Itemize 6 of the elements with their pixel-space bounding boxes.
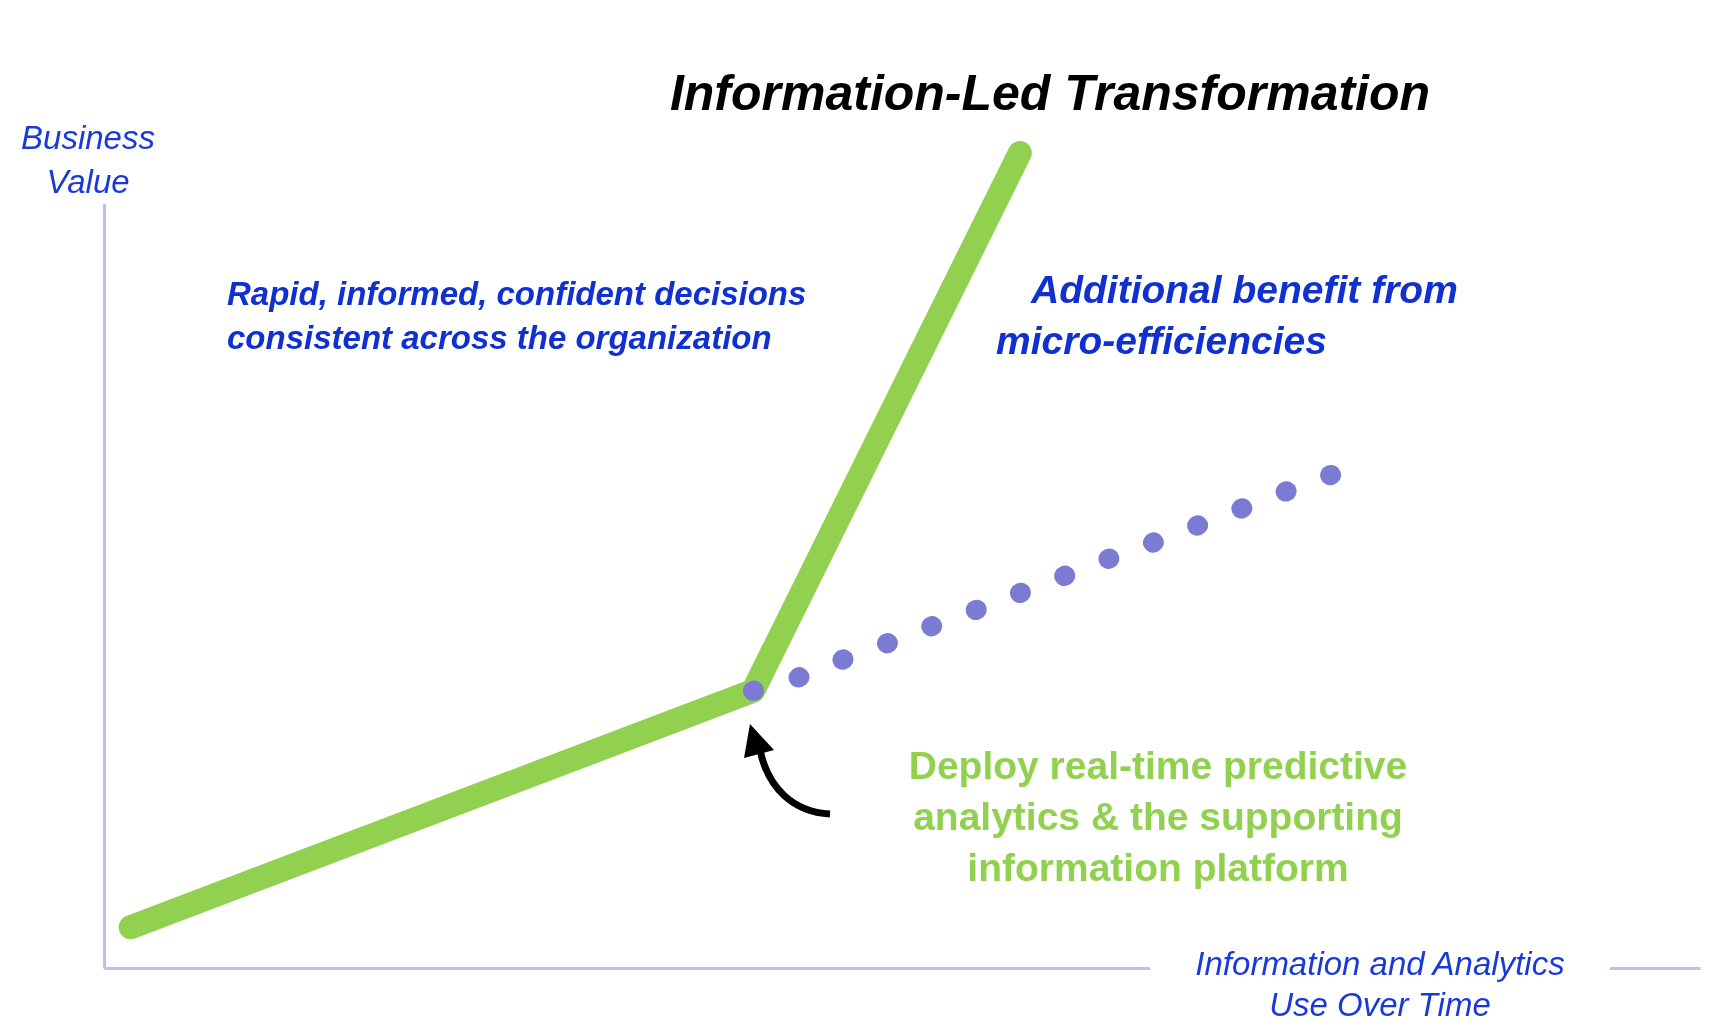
y-axis-title: Business Value bbox=[0, 116, 176, 204]
annotation: Additional benefit from micro-efficiencies bbox=[996, 267, 1458, 364]
annotation: Deploy real-time predictive analytics & the supporting information platform bbox=[907, 743, 1409, 891]
x-axis-title: Information and Analytics Use Over Time bbox=[1150, 943, 1610, 1025]
annotation: Rapid, informed, confident decisions consistent across the organization bbox=[227, 274, 807, 358]
chart-title: Information-Led Transformation bbox=[668, 64, 1432, 122]
